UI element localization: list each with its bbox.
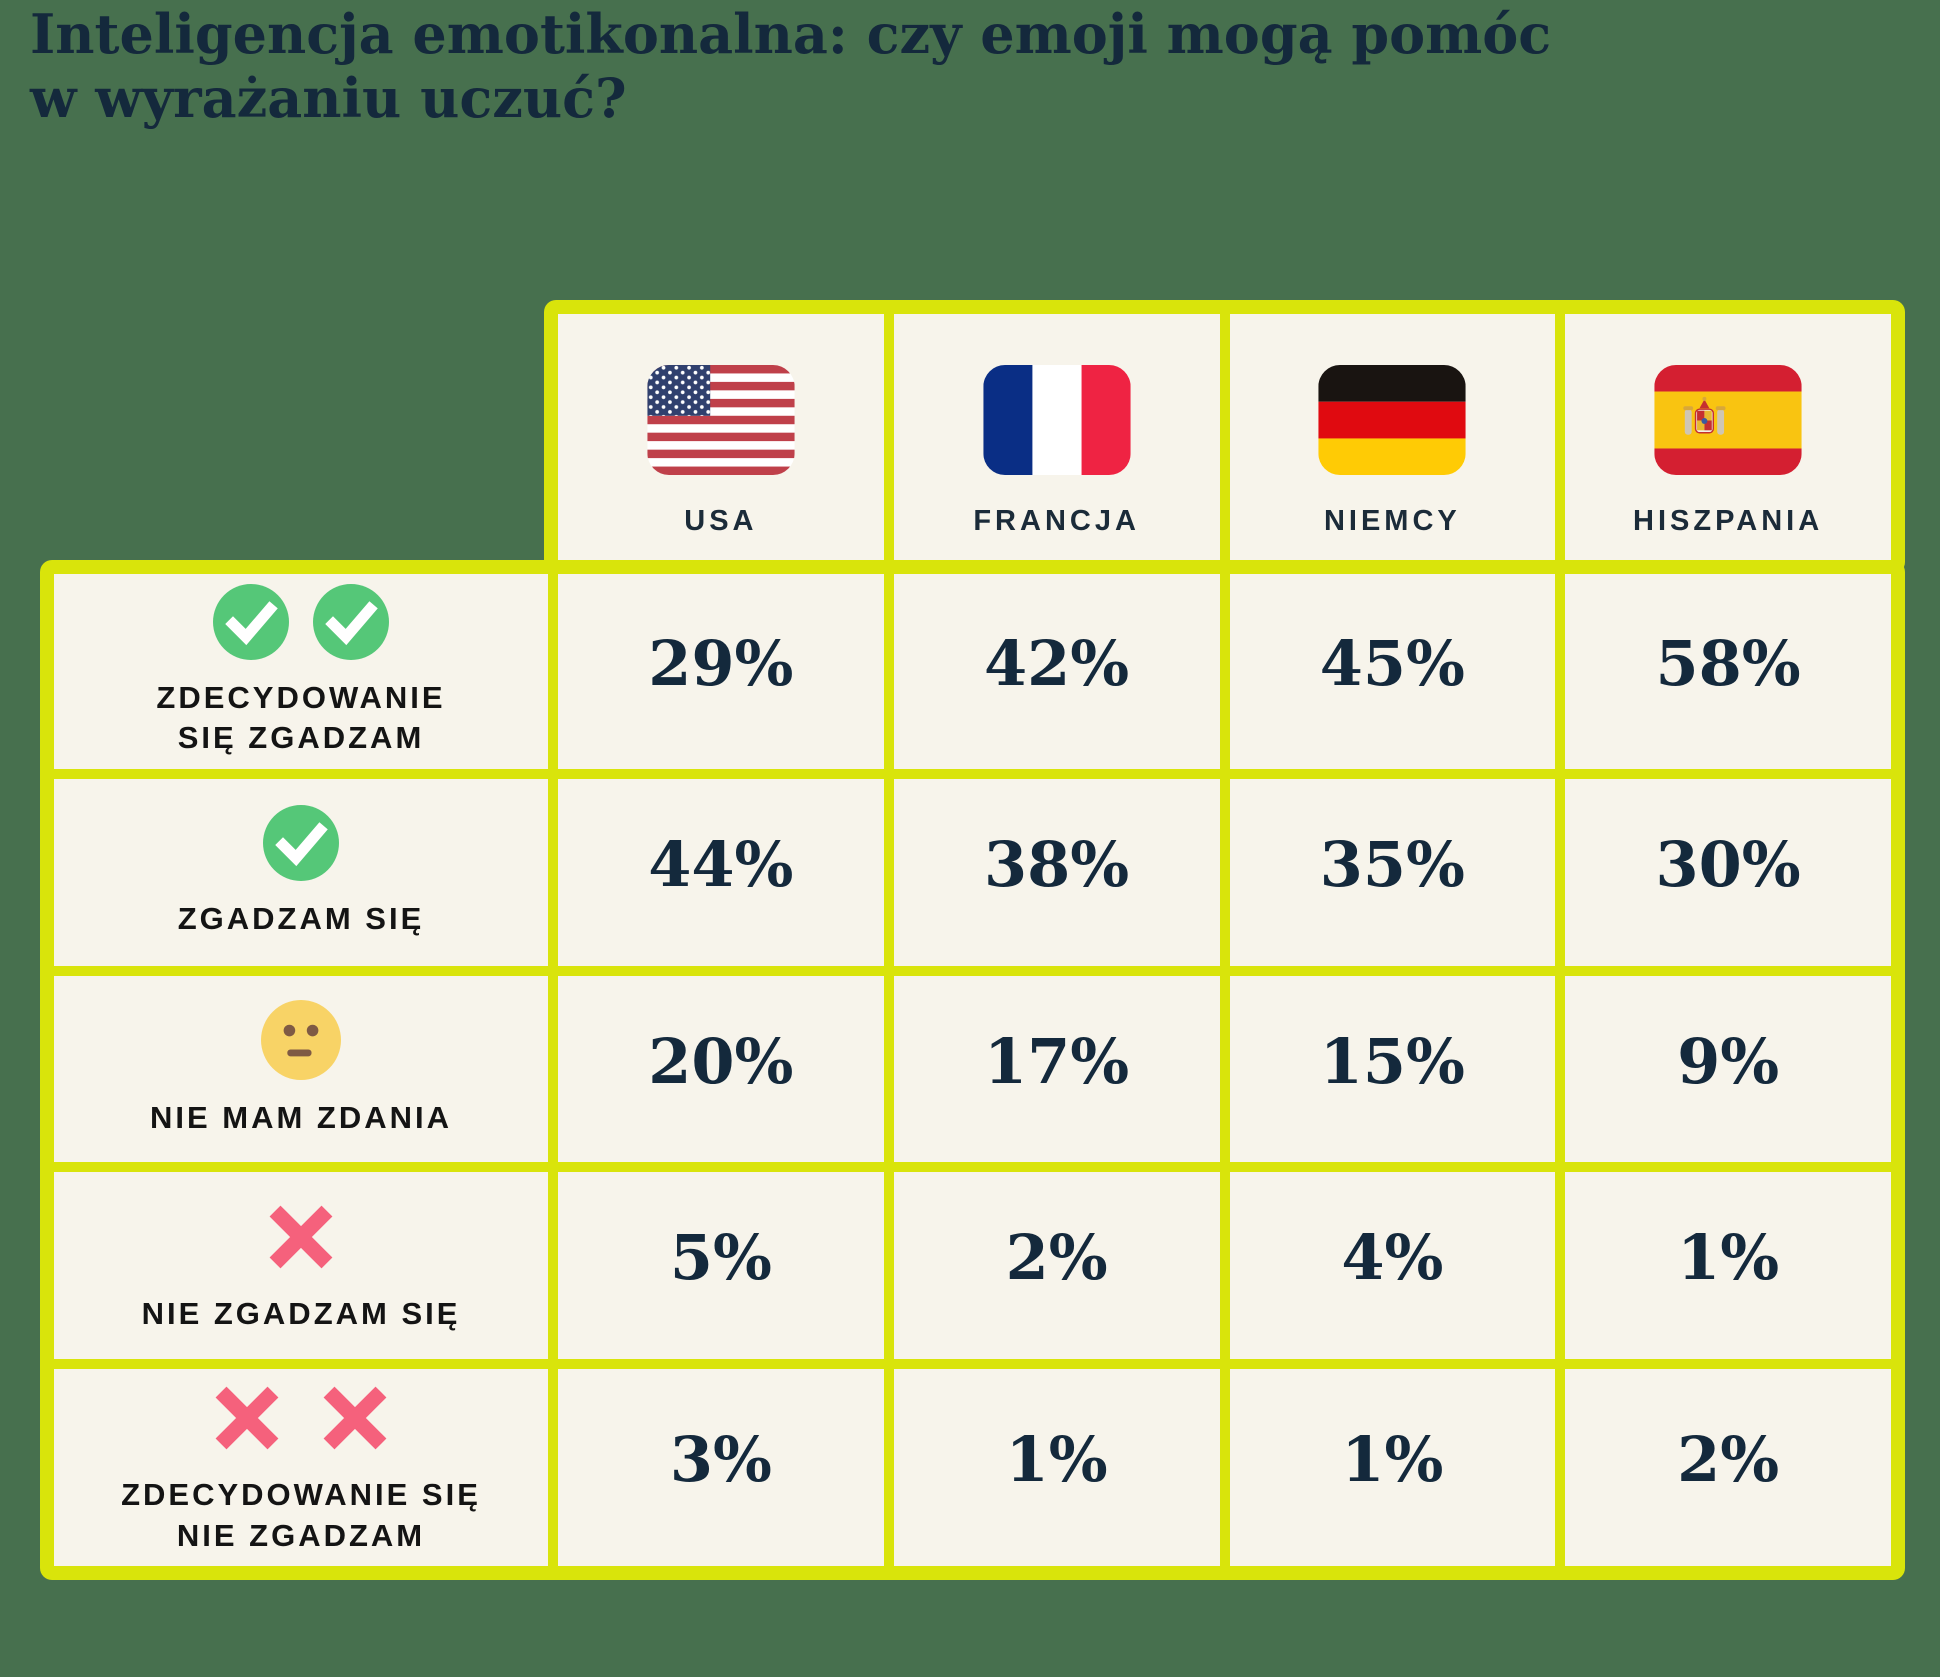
germany-flag-icon	[1318, 364, 1467, 475]
value-cell: 2%	[893, 1172, 1220, 1360]
row-icons	[263, 804, 339, 881]
country-header-francja: FRANCJA	[893, 314, 1220, 574]
row-label-no-opinion: NIE MAM ZDANIA	[54, 975, 548, 1163]
country-label-niemcy: NIEMCY	[1323, 504, 1461, 537]
value-cell: 1%	[1229, 1369, 1556, 1566]
value-cell: 2%	[1565, 1369, 1891, 1566]
value-cell: 4%	[1229, 1172, 1556, 1360]
country-label-francja: FRANCJA	[973, 504, 1140, 537]
row-label-text: ZGADZAM SIĘ	[177, 900, 425, 936]
value-cell: 35%	[1229, 778, 1556, 966]
row-icons	[213, 584, 389, 660]
check-circle-icon	[213, 584, 289, 660]
value-cell: 15%	[1229, 975, 1556, 1163]
cross-mark-icon	[269, 1205, 333, 1269]
row-label-agree: ZGADZAM SIĘ	[54, 778, 548, 966]
value-cell: 30%	[1565, 778, 1891, 966]
check-circle-icon	[263, 804, 339, 881]
value-cell: 42%	[893, 574, 1220, 769]
row-label-disagree: NIE ZGADZAM SIĘ	[54, 1172, 548, 1360]
value-cell: 1%	[893, 1369, 1220, 1566]
country-header-hiszpania: HISZPANIA	[1565, 314, 1891, 574]
check-circle-icon	[313, 584, 389, 660]
cross-mark-icon	[215, 1386, 279, 1450]
value-cell: 9%	[1565, 975, 1891, 1163]
france-flag-icon	[982, 364, 1131, 475]
country-header-usa: USA	[558, 314, 884, 574]
row-label-text: ZDECYDOWANIE SIĘ ZGADZAM	[156, 680, 446, 756]
page-title: Inteligencja emotikonalna: czy emoji mog…	[30, 2, 1551, 130]
row-label-text: NIE MAM ZDANIA	[149, 1099, 453, 1135]
value-cell: 17%	[893, 975, 1220, 1163]
cross-mark-icon	[323, 1386, 387, 1450]
value-cell: 29%	[558, 574, 884, 769]
value-cell: 38%	[893, 778, 1220, 966]
title-line-1: Inteligencja emotikonalna: czy emoji mog…	[30, 2, 1552, 66]
row-icons	[262, 1198, 340, 1276]
row-icons	[261, 999, 341, 1080]
country-label-hiszpania: HISZPANIA	[1633, 504, 1824, 537]
row-label-text: NIE ZGADZAM SIĘ	[141, 1295, 461, 1331]
value-cell: 45%	[1229, 574, 1556, 769]
country-header-row: USA FRANCJA NIEMCY	[544, 300, 1905, 574]
value-cell: 20%	[558, 975, 884, 1163]
value-cell: 3%	[558, 1369, 884, 1566]
value-cell: 1%	[1565, 1172, 1891, 1360]
value-cell: 58%	[1565, 574, 1891, 769]
spain-flag-icon	[1654, 364, 1802, 475]
results-table: ZDECYDOWANIE SIĘ ZGADZAM 29% 42% 45% 58% …	[40, 560, 1905, 1580]
row-label-text: ZDECYDOWANIE SIĘ NIE ZGADZAM	[121, 1477, 481, 1553]
row-label-strongly-agree: ZDECYDOWANIE SIĘ ZGADZAM	[54, 574, 548, 769]
row-label-strongly-disagree: ZDECYDOWANIE SIĘ NIE ZGADZAM	[54, 1369, 548, 1566]
value-cell: 44%	[558, 778, 884, 966]
value-cell: 5%	[558, 1172, 884, 1360]
title-line-2: w wyrażaniu uczuć?	[30, 66, 627, 130]
usa-flag-icon	[647, 364, 795, 475]
country-label-usa: USA	[684, 504, 758, 537]
row-icons	[208, 1379, 394, 1457]
country-header-niemcy: NIEMCY	[1229, 314, 1556, 574]
neutral-face-icon	[261, 999, 341, 1080]
